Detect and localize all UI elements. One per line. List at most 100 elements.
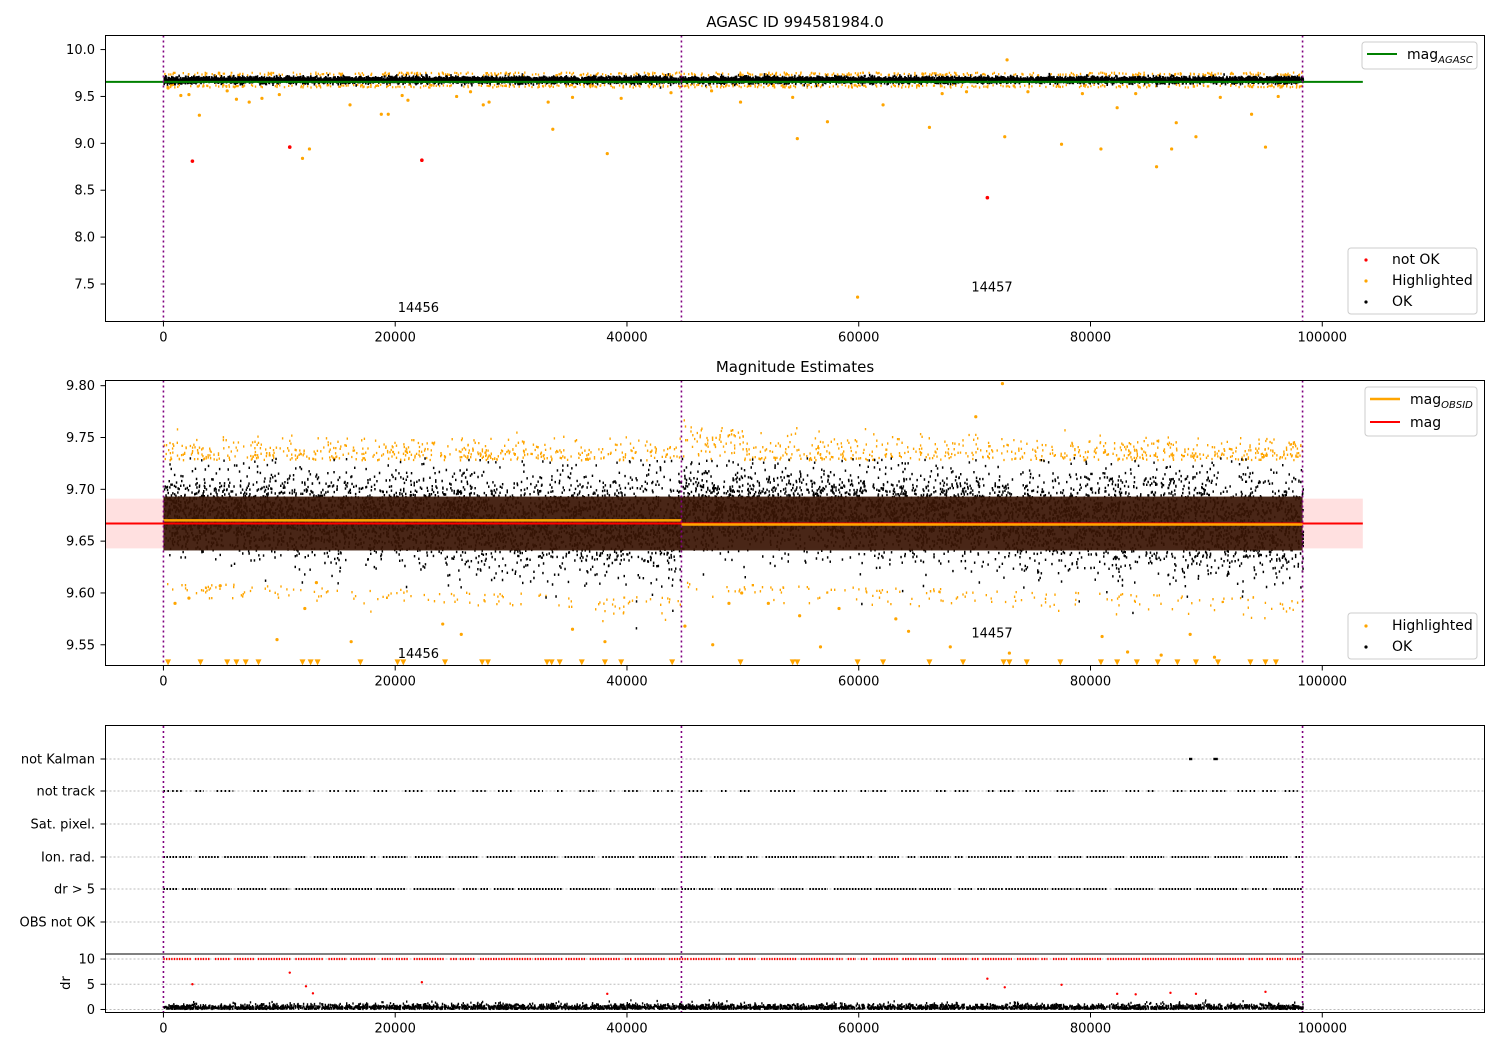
out-of-range-marker <box>1023 659 1030 666</box>
x-tick-label: 80000 <box>1070 1022 1111 1037</box>
highlighted-point <box>927 125 932 129</box>
highlighted-point <box>187 596 191 600</box>
obsid-label: 14456 <box>398 301 439 316</box>
highlighted-point <box>1115 106 1119 110</box>
x-tick-label: 80000 <box>1070 675 1111 690</box>
dr-ok-points <box>163 999 1304 1011</box>
x-tick-label: 100000 <box>1297 1022 1347 1037</box>
x-tick-label: 60000 <box>838 331 879 346</box>
out-of-range-marker <box>880 659 887 666</box>
highlighted-point <box>619 96 623 100</box>
dr-outlier-point <box>1115 992 1119 996</box>
dr-outlier-point <box>1169 991 1172 995</box>
y-tick-label: 9.70 <box>66 483 95 498</box>
chart-title: AGASC ID 994581984.0 <box>706 13 884 31</box>
y-tick-label: 10.0 <box>66 43 95 58</box>
highlighted-point <box>1003 135 1007 139</box>
legend-upper: magOBSID mag <box>1364 386 1478 437</box>
x-tick-label: 20000 <box>375 331 416 346</box>
x-tick-label: 60000 <box>838 675 879 690</box>
highlighted-point <box>1276 94 1280 99</box>
agasc-panel: AGASC ID 994581984.0 14456 14457 7.5 8.0 8.… <box>66 13 1485 346</box>
out-of-range-marker <box>255 659 262 666</box>
y-tick-label: 9.80 <box>66 379 95 394</box>
highlighted-point <box>837 606 841 611</box>
highlighted-point <box>1174 121 1178 125</box>
legend-label-mag-obsid: magOBSID <box>1410 392 1473 411</box>
highlighted-point <box>303 606 307 611</box>
y-tick-label: 9.60 <box>66 586 95 601</box>
highlighted-point <box>894 617 898 621</box>
highlighted-point <box>247 100 251 104</box>
highlighted-point <box>275 637 279 642</box>
out-of-range-marker <box>357 659 364 666</box>
x-tick-label: 20000 <box>375 1022 416 1037</box>
out-of-range-marker <box>1247 659 1254 666</box>
highlighted-point <box>406 98 410 102</box>
dr-outlier-point <box>304 985 308 988</box>
out-of-range-marker <box>1262 659 1269 666</box>
highlighted-points <box>163 419 1304 623</box>
out-of-range-marker <box>601 659 608 666</box>
highlighted-point <box>818 645 823 649</box>
legend-label-mag-agasc: magAGASC <box>1407 47 1473 66</box>
highlighted-point <box>386 112 390 116</box>
dr-outlier-point <box>420 981 424 984</box>
highlighted-point <box>948 645 952 649</box>
highlighted-point <box>709 89 714 93</box>
flags-panel: not Kalman not track Sat. pixel. Ion. rad. d… <box>20 725 1485 1037</box>
out-of-range-marker <box>484 659 491 666</box>
dr-outlier-point <box>1194 992 1198 996</box>
dr-tick-label: 10 <box>78 953 95 968</box>
highlighted-point <box>314 580 319 585</box>
dr-outlier-point <box>191 983 194 986</box>
out-of-range-marker <box>197 659 204 666</box>
out-of-range-marker <box>1006 659 1013 666</box>
highlighted-point <box>1154 165 1159 169</box>
out-of-range-marker <box>1057 659 1064 666</box>
legend-label-ok: OK <box>1392 294 1413 310</box>
out-of-range-marker <box>442 659 449 666</box>
highlighted-point <box>260 96 264 100</box>
highlighted-point <box>940 92 944 96</box>
out-of-range-marker <box>618 659 625 666</box>
highlighted-point <box>570 627 575 631</box>
dr-axis-label: dr <box>59 976 74 990</box>
highlighted-point <box>197 113 201 117</box>
out-of-range-marker <box>233 659 240 666</box>
highlighted-point <box>1194 135 1198 139</box>
not-ok-point <box>190 159 195 163</box>
dr-outlier-point <box>311 992 315 995</box>
flag-label: not track <box>36 785 95 800</box>
legend-upper: magAGASC <box>1361 41 1478 70</box>
highlighted-point <box>218 584 222 588</box>
highlighted-point <box>459 632 463 637</box>
highlighted-point <box>669 91 673 95</box>
not-ok-point <box>985 195 990 200</box>
highlighted-point <box>1125 650 1130 654</box>
dr-outlier-point <box>1134 993 1137 996</box>
highlighted-point <box>1100 634 1104 639</box>
out-of-range-marker <box>669 659 676 666</box>
magnitude-panel: Magnitude Estimates 14456 14457 9.55 9.60 9… <box>66 358 1485 690</box>
x-tick-label: 80000 <box>1070 331 1111 346</box>
out-of-range-marker <box>556 659 563 666</box>
legend-label-ok: OK <box>1392 639 1413 655</box>
out-of-range-marker <box>242 659 249 666</box>
highlighted-point <box>307 147 312 151</box>
dr-outlier-point <box>986 977 989 980</box>
highlighted-point <box>711 643 715 647</box>
highlighted-point <box>487 100 491 104</box>
out-of-range-marker <box>1154 659 1161 666</box>
obsid-label: 14457 <box>971 627 1012 642</box>
y-tick-label: 7.5 <box>74 277 95 292</box>
out-of-range-marker <box>307 659 314 666</box>
highlighted-band-points <box>164 71 1303 89</box>
x-tick-label: 40000 <box>606 675 647 690</box>
highlighted-point <box>400 93 404 98</box>
highlighted-point <box>1170 147 1174 151</box>
highlighted-point <box>1080 92 1084 96</box>
highlighted-point <box>187 92 191 97</box>
y-tick-label: 9.65 <box>66 535 95 550</box>
